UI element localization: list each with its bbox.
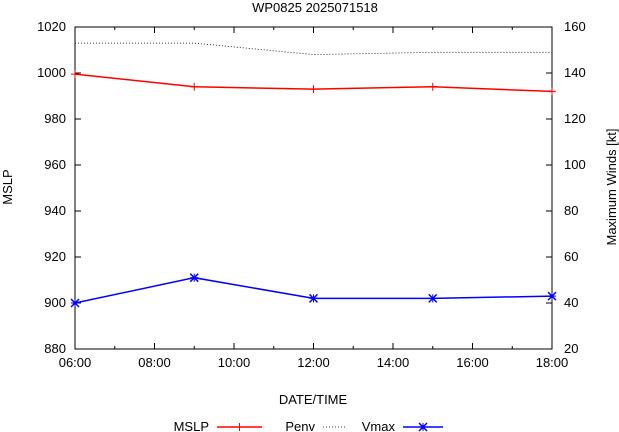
x-tick-label: 06:00	[59, 355, 92, 370]
legend-marker-mslp	[235, 423, 244, 431]
y-tick-label: 940	[44, 203, 66, 218]
y2-tick-label: 120	[564, 111, 586, 126]
x-tick-label: 14:00	[377, 355, 410, 370]
legend-marker-vmax	[418, 422, 428, 432]
y-tick-label: 960	[44, 157, 66, 172]
y-tick-label: 900	[44, 295, 66, 310]
y-axis-label: MSLP	[0, 169, 15, 204]
data-point-vmax	[308, 293, 319, 303]
y-tick-label: 1020	[37, 19, 66, 34]
y2-tick-label: 140	[564, 65, 586, 80]
y-tick-label: 920	[44, 249, 66, 264]
plot-area: 880 900 920 940 960 980 1000 1020 20 40 60 80 100 120…	[37, 19, 586, 370]
chart-title: WP0825 2025071518	[252, 0, 378, 15]
legend: MSLP Penv Vmax	[174, 419, 443, 432]
data-point-mslp	[71, 70, 79, 79]
data-point-vmax	[70, 298, 80, 308]
y-tick-label: 1000	[37, 65, 66, 80]
y-tick-label: 880	[44, 341, 66, 356]
y2-tick-label: 20	[564, 341, 578, 356]
y2-axis-label: Maximum Winds [kt]	[604, 128, 619, 245]
x-tick-label: 18:00	[536, 355, 569, 370]
data-point-mslp	[548, 87, 556, 96]
data-point-vmax	[189, 273, 199, 283]
y2-tick-label: 40	[564, 295, 578, 310]
y2-tick-label: 80	[564, 203, 578, 218]
x-tick-label: 16:00	[456, 355, 489, 370]
legend-label-mslp: MSLP	[174, 419, 209, 432]
y2-tick-label: 100	[564, 157, 586, 172]
legend-label-vmax: Vmax	[362, 419, 396, 432]
y2-tick-label: 160	[564, 19, 586, 34]
x-tick-label: 12:00	[297, 355, 330, 370]
data-point-mslp	[309, 85, 318, 94]
data-point-vmax	[547, 291, 557, 301]
x-tick-label: 08:00	[138, 355, 171, 370]
x-axis-label: DATE/TIME	[279, 392, 348, 407]
legend-label-penv: Penv	[285, 419, 315, 432]
data-point-vmax	[428, 293, 438, 303]
series-line-penv	[75, 42, 552, 56]
data-point-mslp	[190, 82, 199, 91]
y-tick-label: 980	[44, 111, 66, 126]
x-tick-label: 10:00	[218, 355, 251, 370]
y2-tick-label: 60	[564, 249, 578, 264]
data-point-mslp	[428, 82, 437, 91]
